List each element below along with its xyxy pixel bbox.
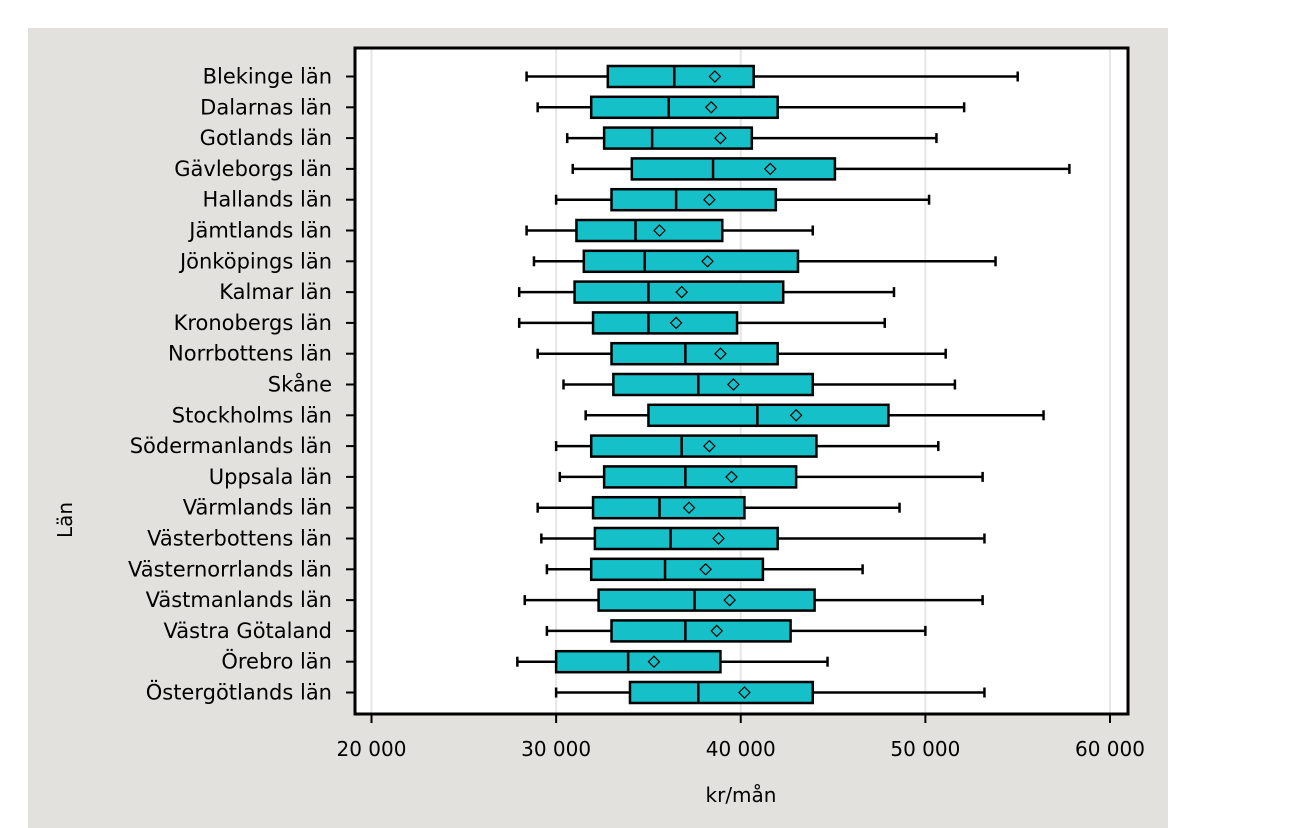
mean-marker (669, 316, 683, 330)
category-label: Kalmar län (219, 280, 332, 304)
box (610, 187, 778, 212)
x-axis-title: kr/mån (706, 783, 777, 807)
mean-marker (682, 501, 696, 515)
mean-marker (789, 408, 803, 422)
mean-marker (712, 532, 725, 545)
box (597, 588, 816, 612)
x-tick-label: 60 000 (1075, 737, 1145, 761)
mean-marker (653, 224, 666, 237)
box (582, 249, 800, 274)
mean-marker (725, 470, 738, 484)
box-series (516, 64, 1071, 705)
mean-marker (675, 285, 689, 299)
mean-marker (701, 254, 714, 268)
category-label: Värmlands län (183, 496, 332, 520)
category-label: Dalarnas län (200, 95, 332, 119)
box (606, 64, 755, 89)
category-label: Uppsala län (209, 465, 332, 489)
box (610, 619, 792, 643)
x-axis-ticks: 20 000 30 000 40 000 50 000 60 000 (337, 714, 1145, 761)
mean-marker (708, 70, 722, 83)
box (554, 649, 722, 674)
mean-marker (647, 655, 661, 669)
category-label: Jönköpings län (178, 249, 332, 273)
mean-marker (703, 193, 716, 207)
category-label: Västra Götaland (163, 619, 332, 643)
category-label: Gotlands län (200, 126, 332, 150)
x-tick-label: 50 000 (890, 737, 960, 761)
box (589, 557, 765, 582)
box (647, 403, 890, 428)
x-tick-label: 20 000 (337, 737, 407, 761)
box (610, 341, 779, 366)
category-label: Örebro län (221, 649, 332, 674)
mean-marker (714, 347, 727, 361)
box (602, 465, 798, 489)
mean-marker (727, 378, 740, 391)
category-label: Hallands län (203, 188, 332, 212)
category-label: Gävleborgs län (174, 157, 332, 181)
box (589, 95, 779, 120)
mean-marker (704, 100, 718, 114)
box (593, 526, 779, 551)
category-label: Västerbottens län (147, 527, 332, 551)
mean-marker (710, 624, 724, 638)
category-label: Västernorrlands län (128, 557, 332, 581)
category-label: Norrbottens län (168, 342, 332, 366)
box (573, 280, 785, 304)
box (628, 680, 815, 705)
category-label: Västmanlands län (146, 588, 332, 612)
mean-marker (763, 162, 777, 176)
box (575, 218, 724, 243)
category-label: Skåne (268, 372, 332, 397)
mean-marker (699, 562, 713, 576)
x-tick-label: 30 000 (521, 737, 591, 761)
mean-marker (703, 439, 716, 453)
category-label: Kronobergs län (174, 311, 332, 335)
category-label: Blekinge län (203, 65, 332, 89)
category-labels: Blekinge län Dalarnas län Gotlands län Gävl… (128, 65, 355, 705)
category-label: Södermanlands län (130, 434, 332, 458)
y-axis-title: Län (53, 502, 77, 538)
box (602, 126, 754, 150)
mean-marker (738, 686, 751, 699)
box (591, 311, 739, 335)
category-label: Stockholms län (172, 403, 332, 427)
category-label: Östergötlands län (146, 680, 332, 705)
box (612, 372, 815, 397)
box (630, 157, 837, 181)
category-label: Jämtlands län (187, 219, 332, 243)
mean-marker (723, 593, 737, 607)
x-tick-label: 40 000 (706, 737, 776, 761)
box (591, 495, 746, 520)
mean-marker (714, 131, 727, 145)
